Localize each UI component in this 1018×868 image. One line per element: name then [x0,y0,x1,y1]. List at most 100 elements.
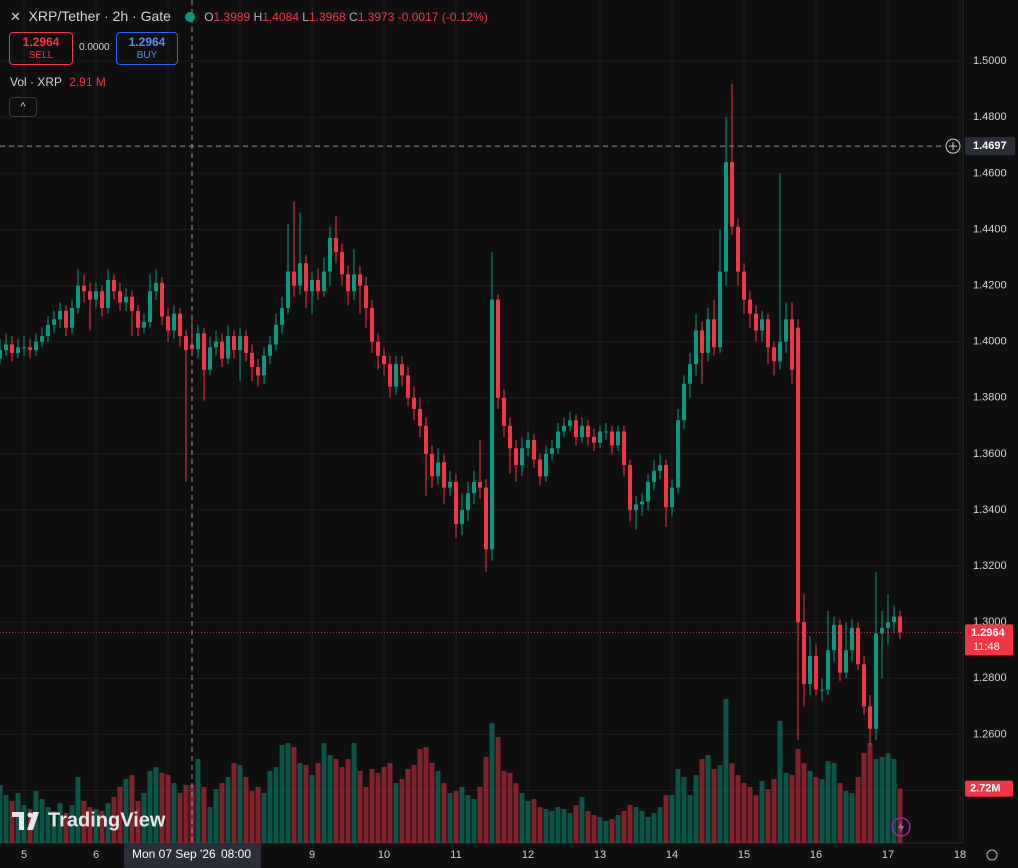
x-tick-label: 16 [810,849,822,861]
x-tick-label: 12 [522,849,534,861]
volume-bar [555,807,561,843]
candle-body [16,347,20,353]
status-dot [184,12,195,22]
candle-body [490,299,494,550]
candle-body [712,319,716,348]
candle-body [892,616,896,623]
candle-body [556,431,560,449]
volume-bar [855,777,861,843]
volume-bar [651,813,657,843]
x-tick-label: 17 [882,849,894,861]
volume-bar [843,791,849,843]
candle-body [790,319,794,370]
candle-body [298,263,302,286]
candle-body [22,347,26,349]
x-tick-label: 6 [93,849,99,861]
candle-body [88,291,92,300]
candle-body [568,420,572,426]
candle-body [418,409,422,426]
buy-button[interactable]: 1.2964 BUY [116,32,178,65]
add-alert-icon [949,142,957,151]
volume-bar [267,771,273,843]
volume-bar [399,779,405,843]
candle-body [736,226,740,272]
y-tick-label: 1.4000 [973,336,1007,348]
candle-body [784,319,788,342]
volume-bar [837,783,843,843]
symbol-title: XRP/Tether · 2h · Gate [28,8,171,24]
candle-body [400,364,404,376]
volume-bar [423,747,429,843]
candle-body [610,431,614,446]
candle-body [520,448,524,466]
add-alert-icon [945,138,961,154]
volume-bar [591,815,597,843]
volume-bar [9,801,15,843]
candle-body [172,313,176,331]
candle-body [454,481,458,525]
y-tick-label: 1.4400 [973,223,1007,235]
volume-bar [387,763,393,843]
volume-bar [495,737,501,843]
volume-bar [453,791,459,843]
x-tick-label: 18 [954,849,966,861]
ohlc-value: 1.3973 [357,10,395,24]
candle-body [544,453,548,477]
countdown: 11:48 [973,641,1000,653]
volume-bar [807,771,813,843]
ohlc-key: O [204,10,214,24]
candle-body [664,465,668,508]
candle-body [178,313,182,337]
candle-body [730,162,734,227]
volume-bar [645,817,651,843]
volume-bar [303,765,309,843]
candle-body [868,706,872,729]
candle-body [388,364,392,387]
volume-bar [93,809,99,843]
volume-bar [417,749,423,843]
candle-body [772,347,776,362]
volume-bar [717,765,723,843]
candle-body [106,279,110,309]
candle-body [676,420,680,488]
x-tick-label: 13 [594,849,606,861]
volume-bar [801,763,807,843]
candle-body [250,352,254,367]
candle-body [802,622,806,684]
candle-body [622,431,626,466]
candle-body [580,425,584,438]
candle-body [136,310,140,328]
candle-body [826,650,830,690]
volume-bar [315,763,321,843]
x-tick-label: 9 [309,849,315,861]
volume-bar [225,777,231,843]
volume-bar [597,817,603,843]
candle-body [142,322,146,328]
candle-body [682,383,686,421]
volume-bar [135,801,141,843]
candle-body [304,263,308,292]
candle-body [190,344,194,350]
volume-bar [501,771,507,843]
volume-bar [195,759,201,843]
volume-bar [507,773,513,843]
candle-body [100,291,104,309]
sell-button[interactable]: 1.2964 SELL [9,32,73,65]
volume-bar [615,815,621,843]
candle-body [598,431,602,443]
alert-icon[interactable] [891,817,911,837]
volume-bar [525,801,531,843]
volume-bar [411,765,417,843]
settings-icon[interactable] [986,849,998,861]
sell-price: 1.2964 [22,35,60,49]
volume-bar [153,767,159,843]
close-icon[interactable]: ✕ [10,9,21,24]
x-tick-label: 5 [21,849,27,861]
volume-bar [165,775,171,843]
volume-bar [831,763,837,843]
candle-body [886,622,890,628]
candle-body [688,364,692,384]
candle-body [634,504,638,511]
candle-body [358,274,362,286]
collapse-button[interactable]: ^ [9,97,37,117]
